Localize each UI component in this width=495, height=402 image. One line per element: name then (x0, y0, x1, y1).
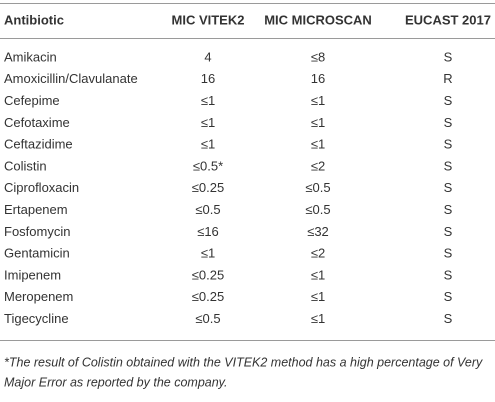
cell: S (444, 202, 453, 217)
cell: ≤1 (201, 246, 215, 261)
row-label: Meropenem (4, 289, 73, 304)
cell: ≤0.5 (305, 202, 330, 217)
row-label: Fosfomycin (4, 224, 70, 239)
column-header: Antibiotic (4, 12, 64, 27)
cell: ≤1 (311, 289, 325, 304)
row-label: Amoxicillin/Clavulanate (4, 71, 138, 86)
footnote: Major Error as reported by the company. (4, 375, 227, 389)
cell: ≤0.5 (195, 202, 220, 217)
cell: ≤1 (311, 93, 325, 108)
cell: ≤0.25 (192, 180, 224, 195)
cell: ≤1 (201, 137, 215, 152)
cell: 16 (311, 71, 325, 86)
cell: ≤1 (201, 115, 215, 130)
cell: ≤2 (311, 158, 325, 173)
cell: ≤32 (307, 224, 329, 239)
cell: ≤2 (311, 246, 325, 261)
cell: ≤0.25 (192, 289, 224, 304)
row-label: Ciprofloxacin (4, 180, 79, 195)
cell: ≤0.5 (195, 311, 220, 326)
cell: S (444, 267, 453, 282)
cell: ≤0.25 (192, 267, 224, 282)
cell: S (444, 137, 453, 152)
cell: S (444, 289, 453, 304)
cell: S (444, 246, 453, 261)
cell: R (443, 71, 452, 86)
cell: S (444, 224, 453, 239)
cell: ≤1 (311, 267, 325, 282)
cell: S (444, 93, 453, 108)
cell: 16 (201, 71, 215, 86)
row-label: Imipenem (4, 267, 61, 282)
cell: S (444, 115, 453, 130)
row-label: Tigecycline (4, 311, 69, 326)
column-header: MIC MICROSCAN (264, 12, 372, 27)
row-label: Gentamicin (4, 246, 70, 261)
row-label: Cefepime (4, 93, 60, 108)
row-label: Colistin (4, 158, 47, 173)
cell: S (444, 311, 453, 326)
row-label: Ertapenem (4, 202, 68, 217)
cell: ≤1 (311, 115, 325, 130)
cell: S (444, 49, 453, 64)
cell: ≤1 (311, 311, 325, 326)
column-header: MIC VITEK2 (172, 12, 245, 27)
cell: ≤1 (311, 137, 325, 152)
cell: ≤0.5* (193, 158, 223, 173)
row-label: Amikacin (4, 49, 57, 64)
cell: 4 (204, 49, 211, 64)
cell: S (444, 180, 453, 195)
row-label: Ceftazidime (4, 137, 73, 152)
footnote: *The result of Colistin obtained with th… (4, 355, 483, 369)
cell: S (444, 158, 453, 173)
row-label: Cefotaxime (4, 115, 70, 130)
cell: ≤1 (201, 93, 215, 108)
cell: ≤0.5 (305, 180, 330, 195)
cell: ≤16 (197, 224, 219, 239)
cell: ≤8 (311, 49, 325, 64)
column-header: EUCAST 2017 (405, 12, 491, 27)
